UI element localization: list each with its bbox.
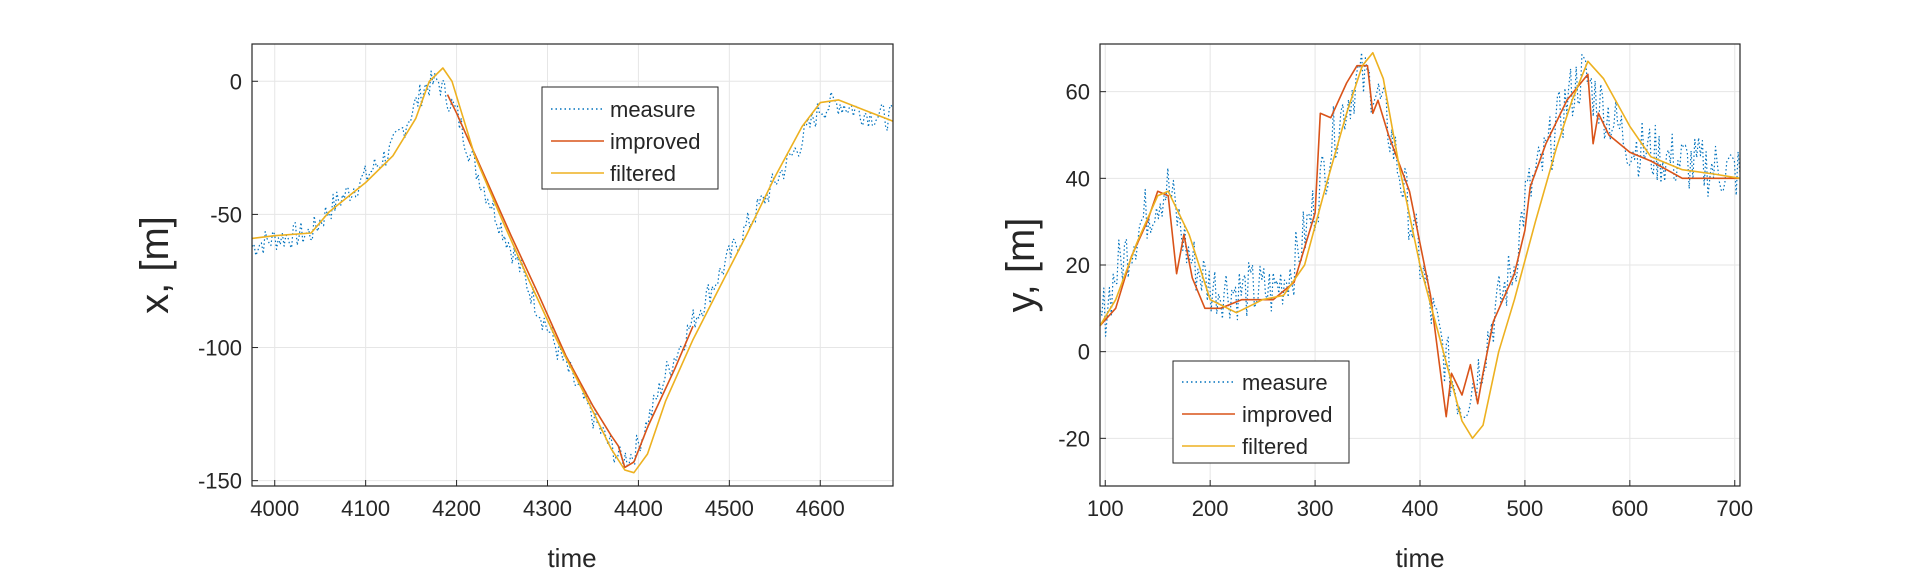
axes-box <box>251 43 894 487</box>
ticks: 4000 4100 4200 4300 4400 4500 4600 0 -50 -100 -150 <box>198 69 845 521</box>
x-tick-label: 600 <box>1611 496 1648 521</box>
legend: measure improved filtered <box>541 86 719 190</box>
legend-label-filtered: filtered <box>1242 434 1308 459</box>
legend-label-filtered: filtered <box>610 161 676 186</box>
y-tick-label: 60 <box>1066 80 1090 105</box>
y-tick-label: 20 <box>1066 253 1090 278</box>
y-tick-label: 0 <box>1078 340 1090 365</box>
x-tick-label: 4400 <box>614 496 663 521</box>
legend-label-improved: improved <box>610 129 700 154</box>
x-axis-label: time <box>547 543 596 572</box>
chart-x: 4000 4100 4200 4300 4400 4500 4600 0 -50 -100 -150… <box>133 43 894 572</box>
x-tick-label: 100 <box>1087 496 1124 521</box>
y-tick-label: -100 <box>198 336 242 361</box>
series-line-filtered <box>1099 51 1741 440</box>
y-tick-label: -20 <box>1058 426 1090 451</box>
x-tick-label: 500 <box>1507 496 1544 521</box>
y-axis-label: y, [m] <box>999 218 1043 313</box>
series-line-filtered <box>251 67 894 474</box>
x-axis-label: time <box>1395 543 1444 572</box>
legend-label-measure: measure <box>1242 370 1328 395</box>
x-tick-label: 4000 <box>250 496 299 521</box>
y-tick-label: -50 <box>210 202 242 227</box>
legend-label-improved: improved <box>1242 402 1332 427</box>
x-tick-label: 300 <box>1297 496 1334 521</box>
x-tick-label: 400 <box>1402 496 1439 521</box>
y-axis-label: x, [m] <box>133 216 177 314</box>
series-line-improved <box>446 94 694 469</box>
x-tick-label: 4600 <box>796 496 845 521</box>
x-tick-label: 4300 <box>523 496 572 521</box>
legend-label-measure: measure <box>610 97 696 122</box>
x-tick-label: 200 <box>1192 496 1229 521</box>
grid <box>252 44 893 486</box>
y-tick-label: 40 <box>1066 166 1090 191</box>
x-tick-label: 4200 <box>432 496 481 521</box>
legend-box <box>541 86 719 190</box>
x-tick-label: 4500 <box>705 496 754 521</box>
series-layer <box>1099 51 1741 440</box>
series-layer <box>251 67 894 474</box>
x-tick-label: 700 <box>1716 496 1753 521</box>
y-tick-label: 0 <box>230 69 242 94</box>
y-tick-label: -150 <box>198 469 242 494</box>
x-tick-label: 4100 <box>341 496 390 521</box>
legend: measure improved filtered <box>1172 360 1350 464</box>
